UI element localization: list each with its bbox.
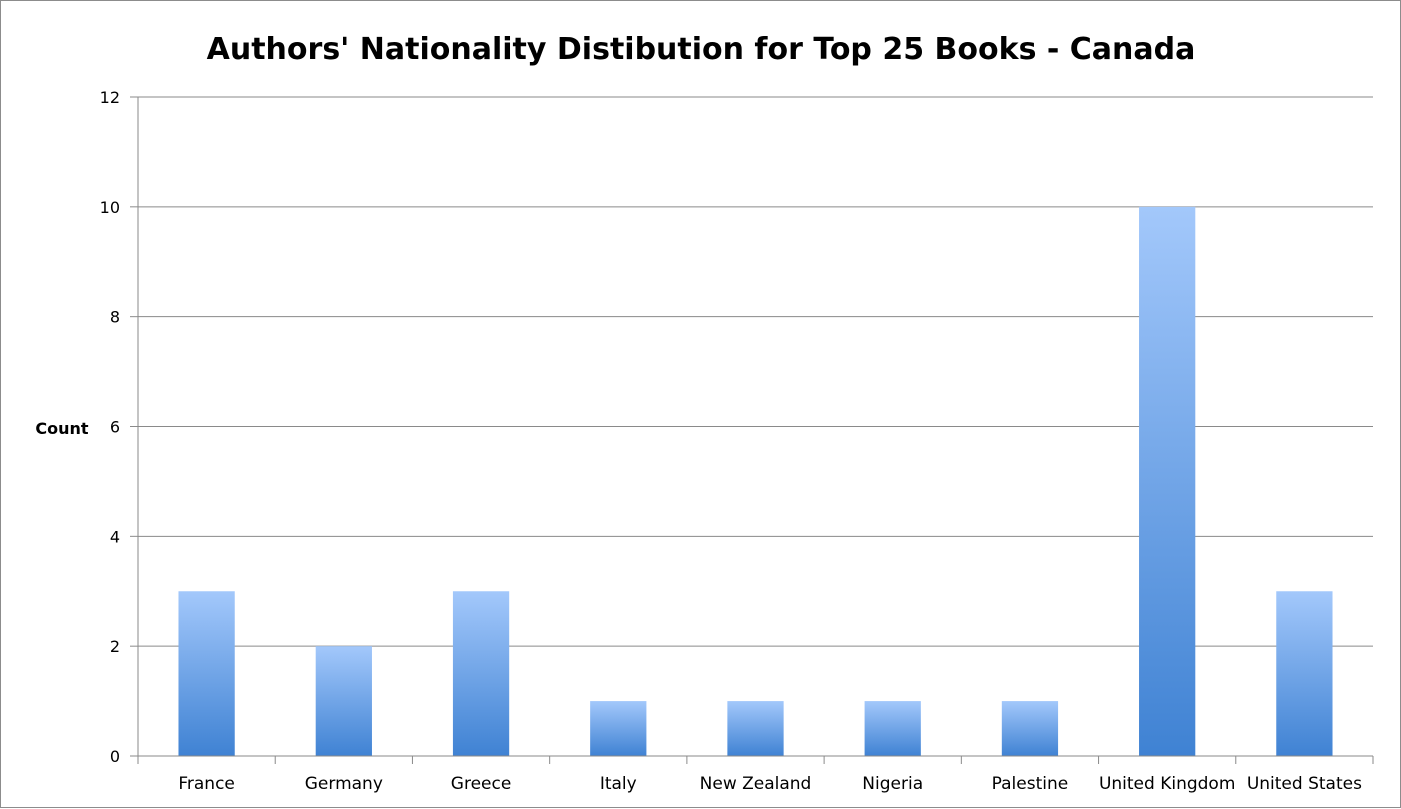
x-tick-label: United States	[1247, 774, 1362, 794]
y-tick-labels: 0 2 4 6 8 10 12	[100, 88, 120, 766]
y-tick-label: 12	[100, 88, 120, 107]
bar-germany	[315, 646, 372, 756]
x-tick-label: Nigeria	[862, 774, 923, 794]
chart-title: Authors' Nationality Distibution for Top…	[207, 32, 1196, 67]
bar-greece	[452, 591, 510, 756]
bar-united-kingdom	[1139, 206, 1196, 757]
x-tick-label: New Zealand	[700, 774, 812, 794]
y-tick-label: 10	[100, 198, 120, 217]
x-tick-label: United Kingdom	[1099, 774, 1235, 794]
bar-united-states	[1276, 591, 1333, 756]
y-axis-label: Count	[35, 419, 89, 438]
y-tick-label: 2	[110, 637, 120, 656]
y-tick-label: 8	[110, 308, 120, 327]
y-tick-label: 0	[110, 747, 120, 766]
bar-france	[178, 591, 235, 756]
x-tick-label: France	[178, 774, 235, 794]
axes	[130, 96, 1374, 764]
y-tick-label: 4	[110, 527, 120, 546]
x-tick-labels: France Germany Greece Italy New Zealand Niger…	[178, 774, 1362, 794]
bar-new-zealand	[727, 701, 784, 756]
x-tick-label: Italy	[600, 774, 637, 794]
bar-palestine	[1001, 701, 1059, 756]
bar-italy	[590, 701, 647, 756]
bar-nigeria	[864, 701, 921, 756]
x-tick-label: Palestine	[992, 774, 1069, 794]
x-tick-label: Germany	[305, 774, 383, 794]
x-tick-label: Greece	[451, 774, 512, 794]
bars	[178, 206, 1333, 757]
y-tick-label: 6	[110, 418, 120, 437]
